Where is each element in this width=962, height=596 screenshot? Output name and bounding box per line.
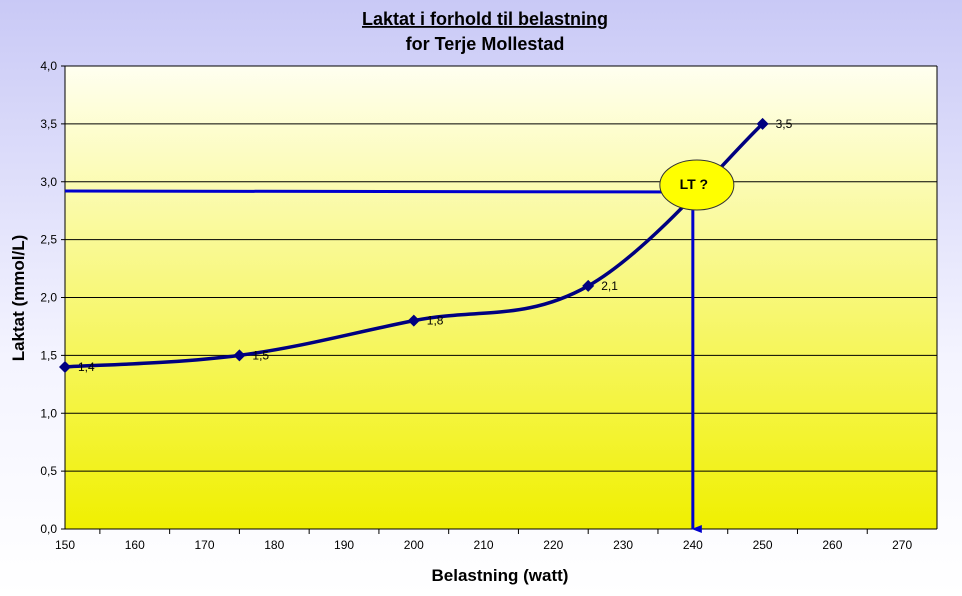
- data-point-marker: [233, 349, 246, 362]
- data-label: 1,8: [427, 314, 444, 328]
- x-tick-label: 270: [892, 538, 912, 552]
- y-tick-labels: 0,0 0,5 1,0 1,5 2,0 2,5 3,0 3,5 4,0: [40, 59, 57, 536]
- x-tick-label: 160: [125, 538, 145, 552]
- y-tick-label: 0,5: [40, 464, 57, 478]
- data-point-marker: [582, 279, 595, 292]
- threshold-lines: [64, 189, 702, 533]
- x-tick-label: 170: [195, 538, 215, 552]
- x-tick-label: 200: [404, 538, 424, 552]
- x-tick-label: 230: [613, 538, 633, 552]
- y-tick-label: 1,0: [40, 406, 57, 420]
- data-point-marker: [407, 314, 420, 327]
- x-tick-label: 250: [753, 538, 773, 552]
- chart-subtitle: for Terje Mollestad: [406, 34, 565, 54]
- lt-callout-ellipse: [659, 159, 735, 211]
- data-label: 3,5: [776, 117, 793, 131]
- lt-callout-text: LT ?: [680, 176, 709, 192]
- chart-title: Laktat i forhold til belastning: [362, 9, 608, 29]
- lt-callout: LT ?: [659, 159, 735, 211]
- data-label: 2,1: [601, 279, 618, 293]
- data-point-marker: [59, 360, 71, 373]
- y-tick-label: 3,5: [40, 117, 57, 131]
- x-tick-label: 210: [474, 538, 494, 552]
- y-tick-label: 2,5: [40, 233, 57, 247]
- x-axis-label: Belastning (watt): [432, 566, 569, 585]
- axes: [61, 65, 938, 534]
- y-tick-label: 1,5: [40, 348, 57, 362]
- grid-lines: [65, 65, 937, 472]
- y-tick-label: 4,0: [40, 59, 57, 73]
- y-tick-label: 3,0: [40, 175, 57, 189]
- y-axis-label: Laktat (mmol/L): [9, 235, 28, 362]
- x-tick-label: 150: [55, 538, 75, 552]
- data-label: 1,4: [78, 360, 95, 374]
- data-point-marker: [756, 117, 769, 130]
- y-tick-label: 2,0: [40, 291, 57, 305]
- data-labels: 1,4 1,5 1,8 2,1 3,5: [78, 117, 793, 374]
- x-tick-label: 260: [822, 538, 842, 552]
- x-tick-label: 180: [264, 538, 284, 552]
- data-series: [59, 117, 769, 373]
- x-tick-labels: 150 160 170 180 190 200 210 220 230 240 250 260 270: [55, 538, 912, 552]
- x-tick-label: 220: [543, 538, 563, 552]
- data-label: 1,5: [252, 348, 269, 362]
- x-tick-label: 190: [334, 538, 354, 552]
- x-tick-label: 240: [683, 538, 703, 552]
- y-tick-label: 0,0: [40, 522, 57, 536]
- lt-horizontal-line: [64, 189, 693, 194]
